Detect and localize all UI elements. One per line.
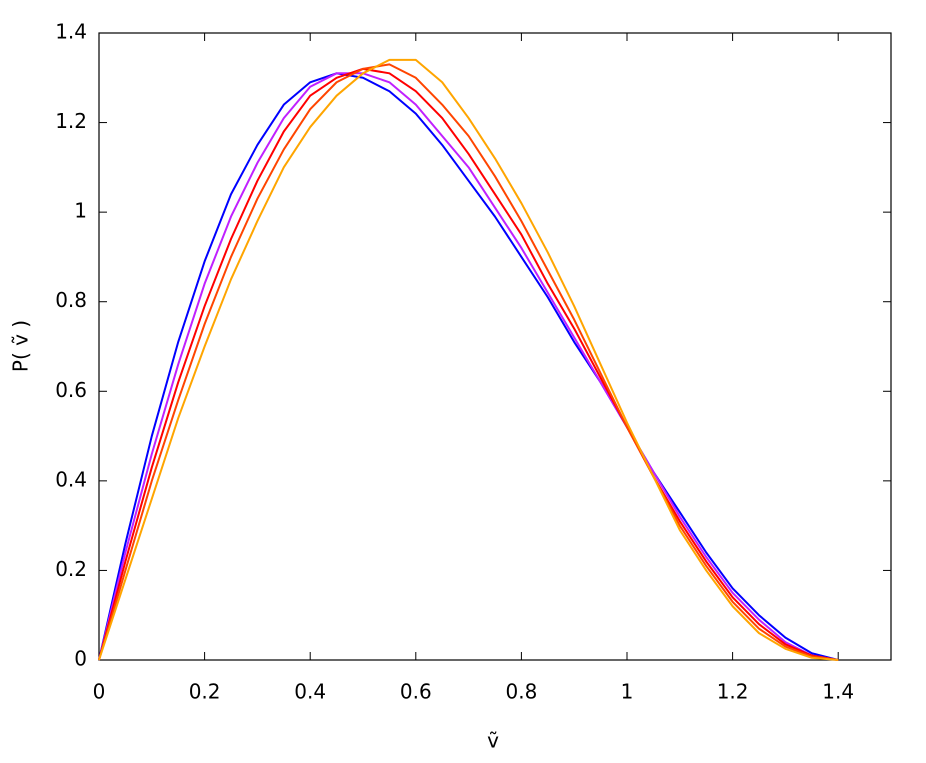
data-line xyxy=(98,63,839,661)
x-tick-label: 1.4 xyxy=(822,680,854,704)
data-line xyxy=(98,72,839,661)
y-tick-label: 1 xyxy=(74,199,87,223)
plot-frame xyxy=(98,32,892,661)
x-axis-label: ṽ xyxy=(487,729,499,753)
y-tick-label: 0.2 xyxy=(55,557,87,581)
y-tick-label: 0.8 xyxy=(55,288,87,312)
data-line xyxy=(98,67,839,661)
x-tick-label: 0 xyxy=(93,680,106,704)
y-tick-label: 1.4 xyxy=(55,20,87,44)
data-line xyxy=(98,58,839,661)
y-tick-label: 1.2 xyxy=(55,109,87,133)
x-tick-label: 1 xyxy=(621,680,634,704)
y-tick-label: 0.6 xyxy=(55,378,87,402)
data-line xyxy=(98,72,839,661)
y-tick-label: 0 xyxy=(74,647,87,671)
x-tick-label: 0.2 xyxy=(189,680,221,704)
x-tick-label: 0.4 xyxy=(294,680,326,704)
x-tick-label: 0.6 xyxy=(400,680,432,704)
x-tick-label: 0.8 xyxy=(505,680,537,704)
y-tick-label: 0.4 xyxy=(55,467,87,491)
x-tick-label: 1.2 xyxy=(717,680,749,704)
y-axis-label: P( ṽ ) xyxy=(9,320,33,372)
